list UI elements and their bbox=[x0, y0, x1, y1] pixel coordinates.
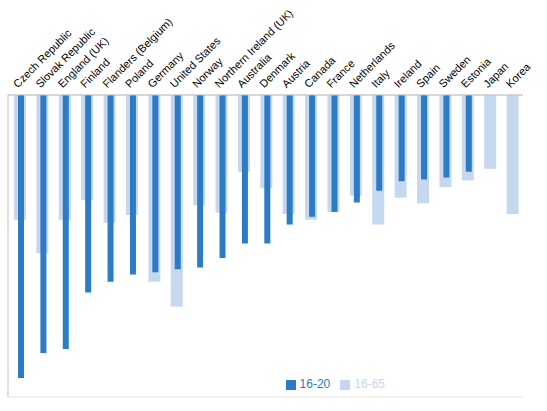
svg-text:France: France bbox=[324, 57, 357, 90]
svg-text:England (UK): England (UK) bbox=[55, 34, 111, 90]
svg-text:Italy: Italy bbox=[369, 67, 392, 90]
svg-text:Czech Republic: Czech Republic bbox=[10, 26, 74, 90]
svg-text:Finland: Finland bbox=[77, 55, 112, 90]
svg-text:Flanders (Belgium): Flanders (Belgium) bbox=[100, 15, 175, 90]
svg-text:Netherlands: Netherlands bbox=[347, 39, 398, 90]
html-text:16-20: 16-20 bbox=[299, 377, 331, 391]
svg-text:Estonia: Estonia bbox=[458, 55, 493, 90]
svg-text:Austria: Austria bbox=[279, 57, 313, 90]
svg-text:Denmark: Denmark bbox=[257, 49, 298, 90]
svg-text:Australia: Australia bbox=[234, 51, 274, 90]
svg-text:Northern Ireland (UK): Northern Ireland (UK) bbox=[212, 7, 296, 90]
svg-text:Korea: Korea bbox=[503, 60, 533, 90]
svg-text:Sweden: Sweden bbox=[436, 53, 473, 90]
svg-text:Germany: Germany bbox=[145, 49, 186, 90]
svg-text:Slovak Republic: Slovak Republic bbox=[33, 25, 98, 90]
svg-text:Norway: Norway bbox=[189, 55, 225, 90]
html-text:16-65: 16-65 bbox=[354, 377, 385, 391]
svg-text:United States: United States bbox=[167, 34, 223, 90]
svg-text:Poland: Poland bbox=[122, 57, 156, 90]
svg-text:Spain: Spain bbox=[414, 61, 442, 89]
svg-text:Canada: Canada bbox=[301, 54, 338, 90]
svg-text:Ireland: Ireland bbox=[391, 57, 424, 90]
svg-text:Japan: Japan bbox=[480, 60, 511, 90]
